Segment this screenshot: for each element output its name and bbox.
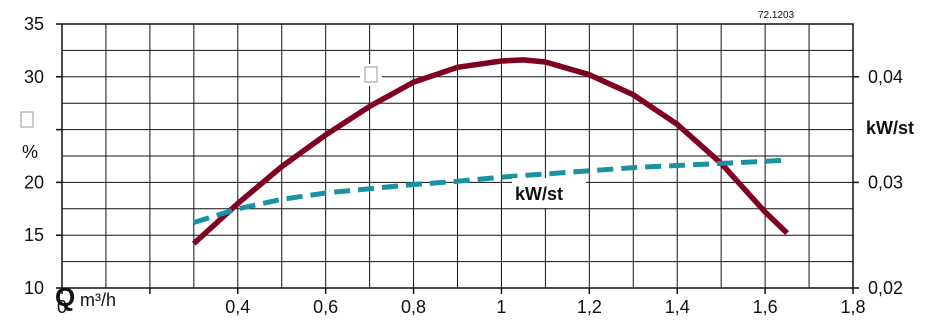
eta-series-label: η [366,63,376,83]
x-tick-label: 1,2 [577,297,602,317]
x-tick-label: 1,4 [665,297,690,317]
x-tick-label: 0 [57,297,67,317]
x-tick-label: 1 [496,297,506,317]
x-axis-unit: m³/h [80,290,116,310]
y-right-tick-label: 0,02 [868,278,903,298]
grid-lines [62,24,853,288]
y-right-tick-label: 0,04 [868,67,903,87]
y-left-tick-label: 15 [24,225,44,245]
y-left-tick-label: 30 [24,67,44,87]
reference-code: 72.1203 [758,10,795,21]
eta-symbol-box-left [20,111,34,128]
power-series-line [193,157,788,225]
eta-series-label-box [364,66,378,83]
axis-labels: 0 0,4 0,6 0,8 1 1,2 1,4 1,6 1,8 10 15 20 30 35 0,02 0,0… [24,14,903,317]
y-left-tick-label: 10 [24,278,44,298]
y-left-unit: % [22,142,38,162]
y-right-tick-label: 0,03 [868,172,903,192]
x-tick-label: 1,6 [753,297,778,317]
power-series-label: kW/st [515,184,563,204]
x-tick-label: 0,8 [401,297,426,317]
y-left-tick-label: 20 [24,172,44,192]
power-label-bg [512,178,586,208]
x-axis-symbol: Q [55,282,75,312]
efficiency-series-line [191,57,790,246]
y-left-symbol: η [22,108,32,128]
x-tick-label: 0,6 [313,297,338,317]
y-left-tick-label: 35 [24,14,44,34]
series-group [191,57,790,246]
x-tick-label: 1,8 [840,297,865,317]
x-tick-label: 0,4 [225,297,250,317]
plot-frame [56,23,859,294]
plot-border [61,23,854,289]
y-right-unit: kW/st [866,118,914,138]
